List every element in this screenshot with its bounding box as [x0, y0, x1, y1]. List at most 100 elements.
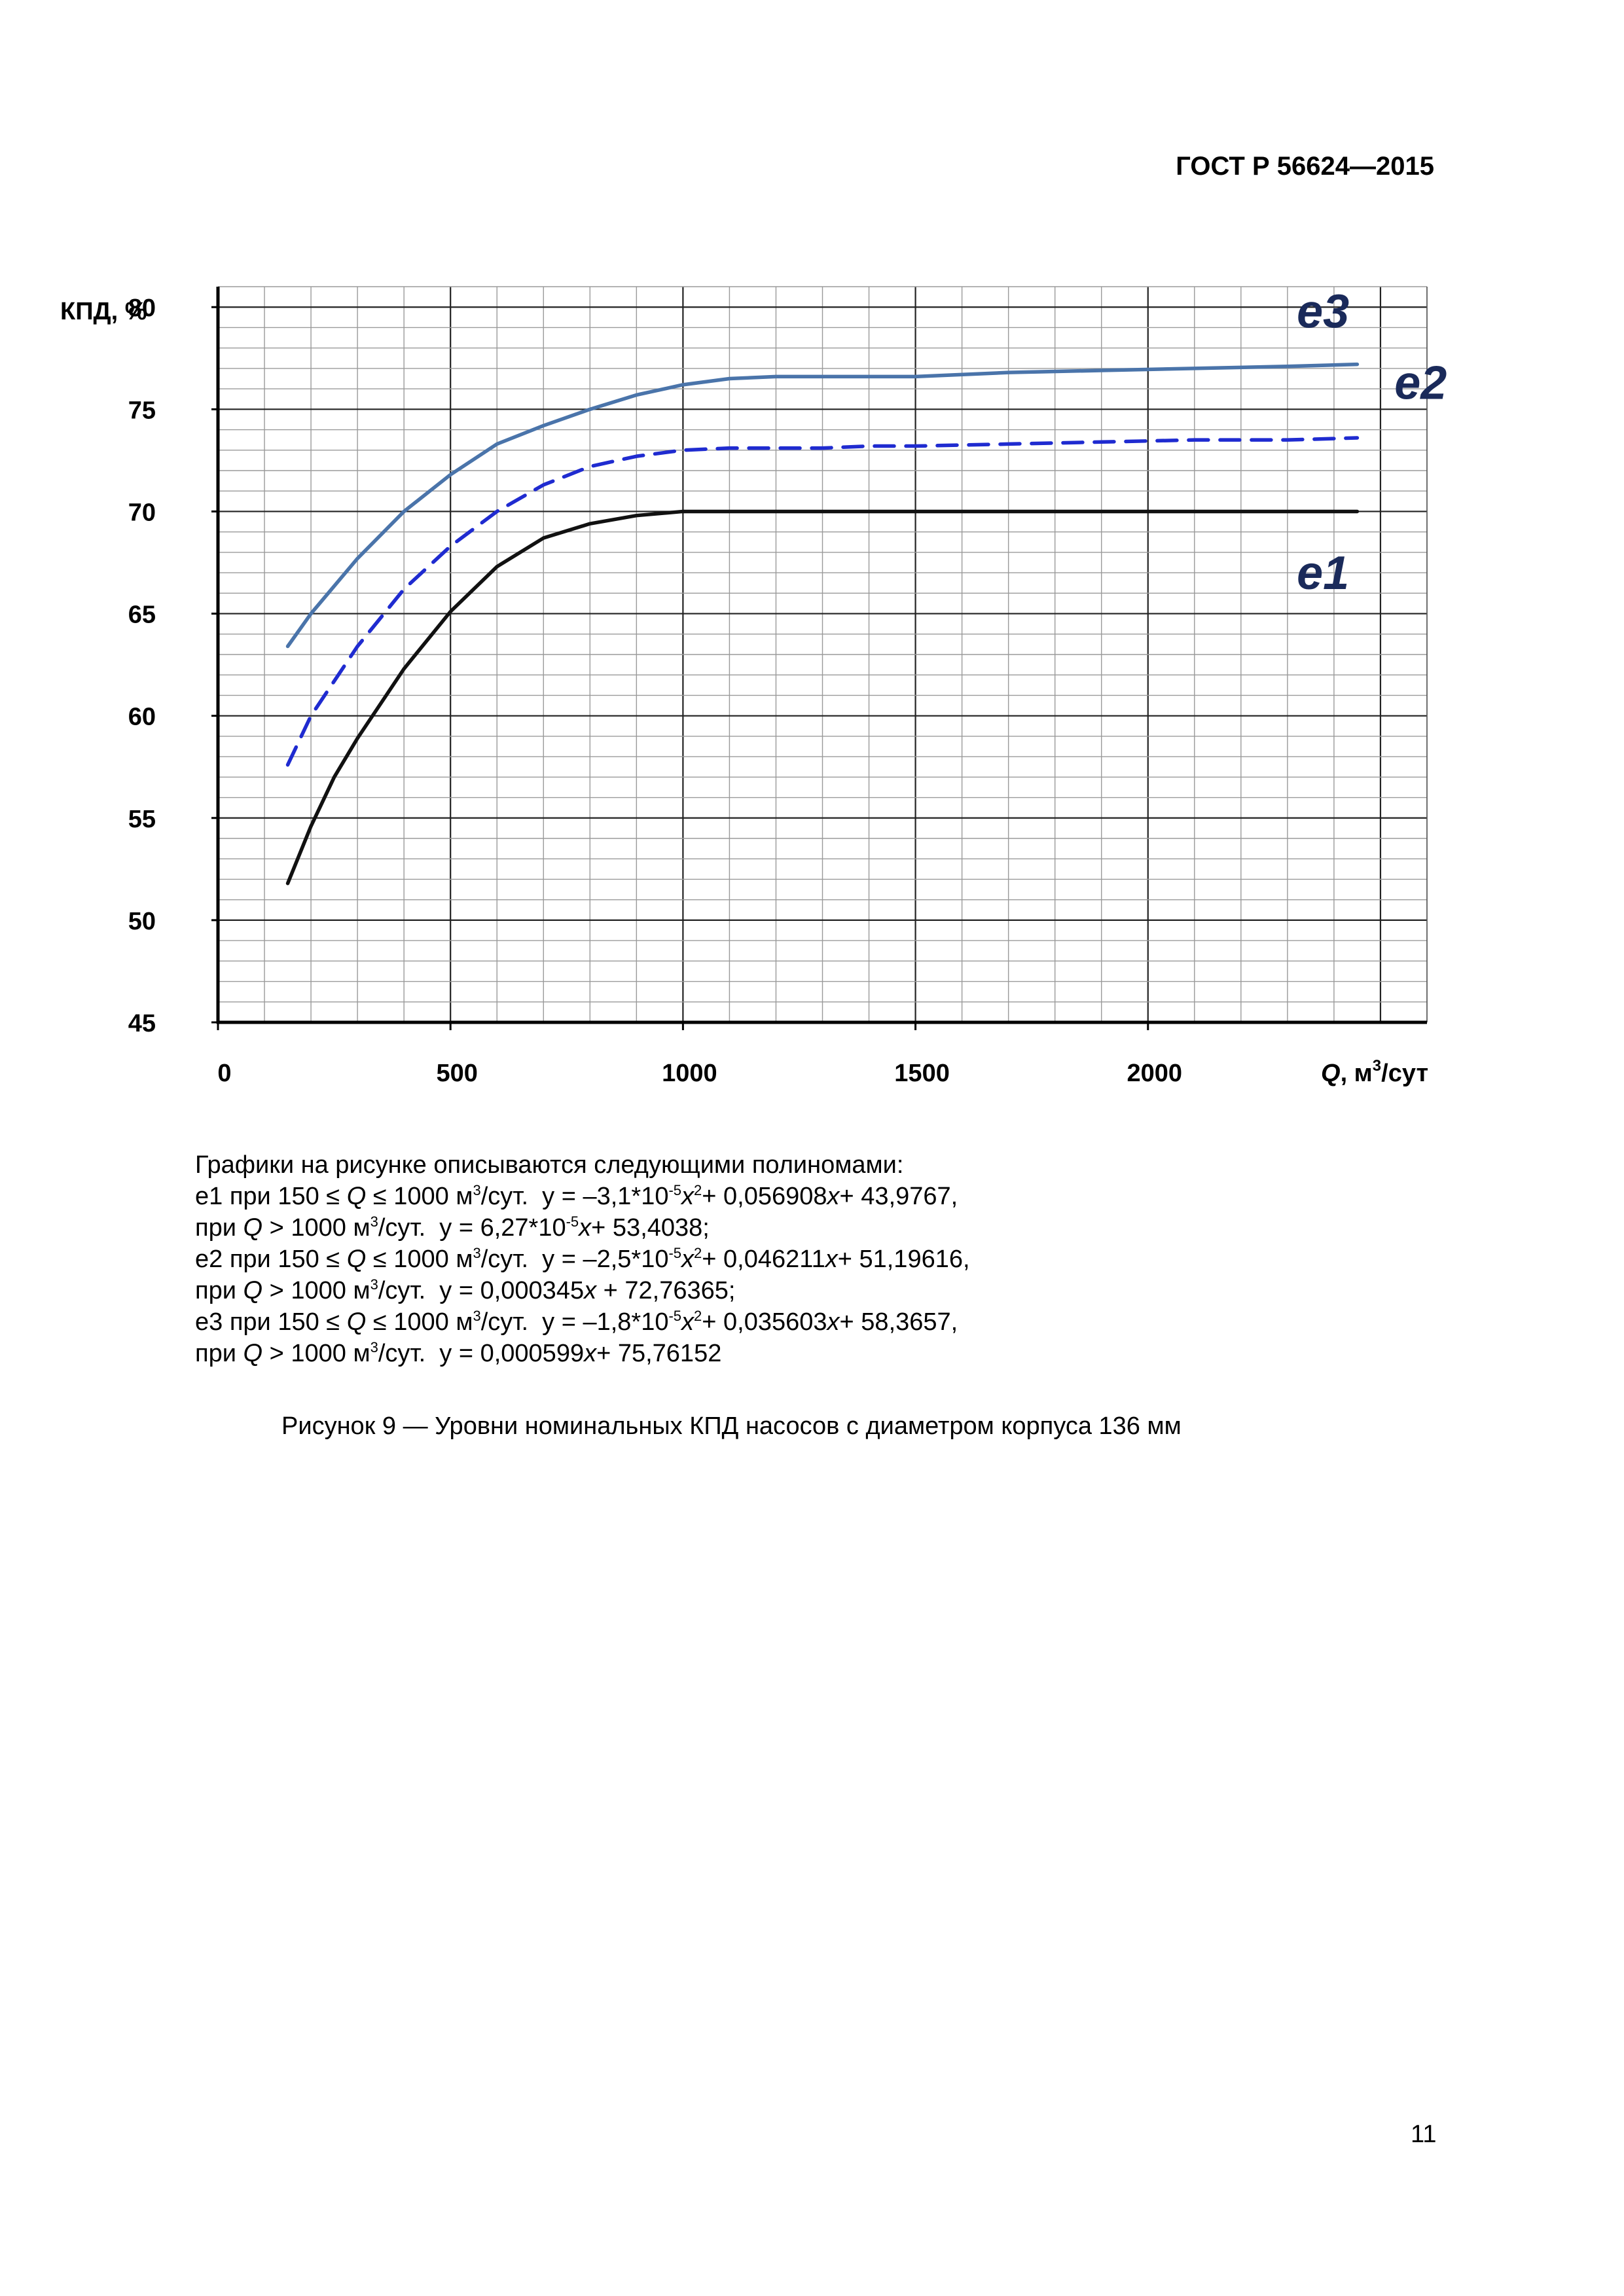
polynomial-part-tail: + 0,056908	[702, 1183, 827, 1210]
polynomial-part-mid: ≤ 1000 м	[366, 1308, 473, 1336]
polynomial-part-eq: y = 6,27*10	[439, 1214, 566, 1242]
polynomial-part-end: + 43,9767,	[839, 1183, 958, 1210]
x-axis-unit-sup: 3	[1373, 1057, 1381, 1075]
polynomial-part-mid: > 1000 м	[262, 1340, 370, 1367]
series-label-e1: e1	[1297, 547, 1349, 600]
chart-ticks: 80 75 70 65 60 55 50 45 0 500 1000 1500 2000	[128, 295, 1182, 1087]
polynomial-part-eq: y = –2,5*10	[542, 1246, 669, 1273]
x-tick-label: 0	[217, 1060, 231, 1087]
polynomial-part-end: + 53,4038;	[591, 1214, 710, 1242]
series-label-e3: e3	[1297, 285, 1349, 338]
y-tick-label: 75	[128, 397, 156, 424]
polynomial-part-pre: при	[195, 1340, 244, 1367]
polynomial-part-pre: при	[195, 1277, 244, 1304]
polynomial-part-eqsup: -5	[668, 1308, 682, 1324]
polynomial-part-tailvar: x	[827, 1308, 840, 1336]
polynomial-part-var: Q	[346, 1308, 367, 1336]
polynomial-part-pre: е1 при 150 ≤	[195, 1183, 347, 1210]
polynomial-line: е2 при 150 ≤ Q ≤ 1000 м3/сут. y = –2,5*1…	[195, 1244, 970, 1275]
polynomial-part-post: /сут.	[480, 1308, 543, 1336]
y-tick-label: 60	[128, 704, 156, 731]
polynomial-part-post: /сут.	[378, 1214, 440, 1242]
polynomial-part-eq: y = –1,8*10	[542, 1308, 669, 1336]
polynomial-part-eqvar: x	[584, 1340, 597, 1367]
polynomial-intro: Графики на рисунке описываются следующим…	[195, 1151, 904, 1179]
polynomial-lines: е1 при 150 ≤ Q ≤ 1000 м3/сут. y = –3,1*1…	[195, 1181, 970, 1369]
y-tick-label: 65	[128, 601, 156, 629]
polynomial-part-mid: > 1000 м	[262, 1277, 370, 1304]
document-standard-header: ГОСТ Р 56624—2015	[1176, 152, 1434, 181]
series-line-e3	[285, 362, 1360, 649]
polynomial-part-post: /сут.	[378, 1277, 440, 1304]
polynomial-part-pre: е2 при 150 ≤	[195, 1246, 347, 1273]
polynomial-part-post: /сут.	[378, 1340, 440, 1367]
figure-caption: Рисунок 9 — Уровни номинальных КПД насос…	[281, 1412, 1182, 1440]
y-tick-label: 50	[128, 908, 156, 935]
polynomial-part-var: Q	[243, 1214, 263, 1242]
polynomial-part-pre: е3 при 150 ≤	[195, 1308, 347, 1336]
polynomial-description: Графики на рисунке описываются следующим…	[195, 1149, 970, 1369]
x-tick-label: 1500	[894, 1060, 950, 1087]
polynomial-part-end: + 51,19616,	[837, 1246, 970, 1273]
polynomial-part-var: Q	[243, 1277, 263, 1304]
polynomial-line: е3 при 150 ≤ Q ≤ 1000 м3/сут. y = –1,8*1…	[195, 1306, 970, 1338]
series-line-e2	[285, 436, 1360, 767]
x-axis-variable: Q	[1321, 1060, 1341, 1087]
polynomial-part-mid: ≤ 1000 м	[366, 1246, 473, 1273]
polynomial-part-mid: > 1000 м	[262, 1214, 370, 1242]
polynomial-line: при Q > 1000 м3/сут. y = 6,27*10-5x+ 53,…	[195, 1212, 970, 1244]
y-tick-label: 80	[128, 295, 156, 322]
polynomial-line: е1 при 150 ≤ Q ≤ 1000 м3/сут. y = –3,1*1…	[195, 1181, 970, 1212]
y-tick-label: 55	[128, 806, 156, 833]
polynomial-part-sup: 3	[370, 1213, 378, 1230]
y-tick-label: 70	[128, 499, 156, 526]
polynomial-part-sup: 3	[473, 1182, 481, 1198]
polynomial-part-eq: y = 0,000345	[439, 1277, 585, 1304]
polynomial-part-end: + 72,76365;	[596, 1277, 736, 1304]
chart-series	[285, 362, 1360, 886]
polynomial-part-var: Q	[346, 1246, 367, 1273]
polynomial-line: при Q > 1000 м3/сут. y = 0,000599x+ 75,7…	[195, 1338, 970, 1369]
polynomial-part-eqsup2: 2	[694, 1245, 702, 1261]
page-number: 11	[1411, 2121, 1437, 2148]
polynomial-part-eqsup2: 2	[694, 1182, 702, 1198]
series-label-e2: e2	[1394, 357, 1447, 410]
chart-grid	[218, 286, 1428, 1022]
x-tick-label: 500	[436, 1060, 477, 1087]
polynomial-part-tailvar: x	[825, 1246, 838, 1273]
polynomial-part-eqvar: x	[579, 1214, 592, 1242]
polynomial-part-sup: 3	[473, 1308, 481, 1324]
polynomial-part-end: + 58,3657,	[839, 1308, 958, 1336]
polynomial-part-var: Q	[346, 1183, 367, 1210]
polynomial-part-eqvar: x	[584, 1277, 597, 1304]
x-axis-unit: , м	[1341, 1060, 1373, 1087]
polynomial-part-post: /сут.	[480, 1246, 543, 1273]
polynomial-part-eqvar: x	[681, 1246, 695, 1273]
polynomial-part-sup: 3	[473, 1245, 481, 1261]
polynomial-part-eqvar: x	[681, 1308, 695, 1336]
polynomial-part-var: Q	[243, 1340, 263, 1367]
series-line-e1	[285, 509, 1360, 886]
chart-axes	[216, 287, 1427, 1024]
polynomial-part-tailvar: x	[827, 1183, 840, 1210]
polynomial-part-tail: + 0,035603	[702, 1308, 827, 1336]
x-tick-label: 2000	[1127, 1060, 1182, 1087]
x-axis-title: Q, м3/сут	[1321, 1057, 1428, 1087]
polynomial-part-eqsup2: 2	[694, 1308, 702, 1324]
polynomial-part-tail: + 0,046211	[702, 1246, 825, 1273]
polynomial-part-eq: y = –3,1*10	[542, 1183, 669, 1210]
polynomial-part-eqsup: -5	[566, 1213, 579, 1230]
polynomial-part-end: + 75,76152	[596, 1340, 722, 1367]
polynomial-part-eq: y = 0,000599	[439, 1340, 585, 1367]
polynomial-part-sup: 3	[370, 1276, 378, 1293]
polynomial-part-post: /сут.	[480, 1183, 543, 1210]
y-axis-title: КПД, %	[60, 298, 147, 325]
polynomial-part-eqsup: -5	[668, 1182, 682, 1198]
x-tick-label: 1000	[662, 1060, 717, 1087]
polynomial-part-pre: при	[195, 1214, 244, 1242]
y-tick-label: 45	[128, 1010, 156, 1037]
polynomial-part-eqsup: -5	[668, 1245, 682, 1261]
polynomial-part-eqvar: x	[681, 1183, 695, 1210]
chart-series-labels: e3 e2 e1	[1297, 285, 1447, 600]
